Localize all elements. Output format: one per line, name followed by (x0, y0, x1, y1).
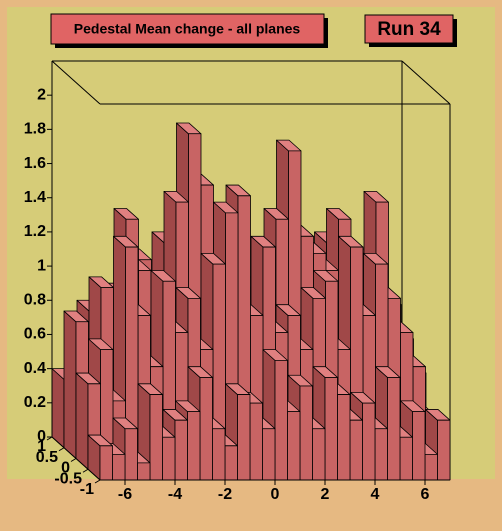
bar (124, 428, 138, 481)
y-tick (58, 447, 65, 452)
x-tick-label: 6 (421, 486, 430, 503)
z-tick-label: 1.2 (24, 223, 46, 240)
bar (412, 411, 426, 481)
bar (99, 445, 113, 481)
bar (399, 436, 413, 481)
bar (437, 419, 451, 481)
x-tick-label: -6 (118, 486, 132, 503)
frame-edge (51, 60, 101, 105)
x-tick-label: -2 (218, 486, 232, 503)
bar (424, 453, 438, 481)
bar (387, 377, 401, 481)
bar (324, 377, 338, 481)
z-tick-label: 0.6 (24, 326, 46, 343)
bar (299, 385, 313, 481)
y-tick-label: -1 (80, 481, 94, 498)
bar (349, 419, 363, 481)
bar (249, 402, 263, 481)
plot: 0 0.2 0.4 0.6 0.8 1 1.2 1.4 1.6 1.8 2 -6 -4 -2 0 2 4 6 -1-… (24, 60, 451, 503)
label-box (364, 14, 454, 44)
z-tick-label: 2 (37, 86, 46, 103)
y-tick-label: 1 (37, 438, 46, 455)
bar (274, 359, 288, 481)
bar-side (75, 372, 89, 470)
y-tick (82, 468, 89, 473)
bar (374, 428, 388, 481)
bar (174, 419, 188, 481)
z-tick-label: 0.2 (24, 394, 46, 411)
z-tick-label: 0.4 (24, 360, 46, 377)
z-tick-label: 0.8 (24, 291, 46, 308)
bar-side (63, 310, 77, 459)
chart-title: Pedestal Mean change - all planes (74, 21, 301, 37)
bar (187, 411, 201, 481)
run-label: Run 34 (377, 19, 441, 40)
bar (212, 428, 226, 481)
y-tick-label: -0.5 (54, 470, 82, 487)
bar (337, 394, 351, 481)
bar (287, 411, 301, 481)
bar (162, 436, 176, 481)
bar (112, 453, 126, 481)
x-tick-label: -4 (168, 486, 182, 503)
y-tick-label: 0.5 (36, 449, 58, 466)
bar (312, 428, 326, 481)
y-tick (94, 479, 101, 484)
z-tick-label: 1 (37, 257, 46, 274)
bar-side (51, 368, 65, 449)
y-tick-label: 0 (61, 460, 70, 477)
y-tick (70, 458, 77, 462)
z-tick-label: 1.8 (24, 121, 46, 138)
x-tick-label: 2 (321, 486, 330, 503)
x-tick-label: 0 (271, 486, 280, 503)
bar (362, 402, 376, 481)
title-box (50, 13, 325, 45)
y-tick (46, 436, 53, 441)
x-tick-label: 4 (371, 486, 380, 503)
z-tick-label: 1.6 (24, 155, 46, 172)
bar (199, 377, 213, 481)
frame-edge (401, 60, 451, 105)
z-tick-label: 1.4 (24, 189, 46, 206)
bar (137, 462, 151, 481)
bar (149, 394, 163, 481)
z-tick-label: 0 (37, 428, 46, 445)
bar (224, 445, 238, 481)
bar (262, 428, 276, 481)
bar (237, 394, 251, 481)
